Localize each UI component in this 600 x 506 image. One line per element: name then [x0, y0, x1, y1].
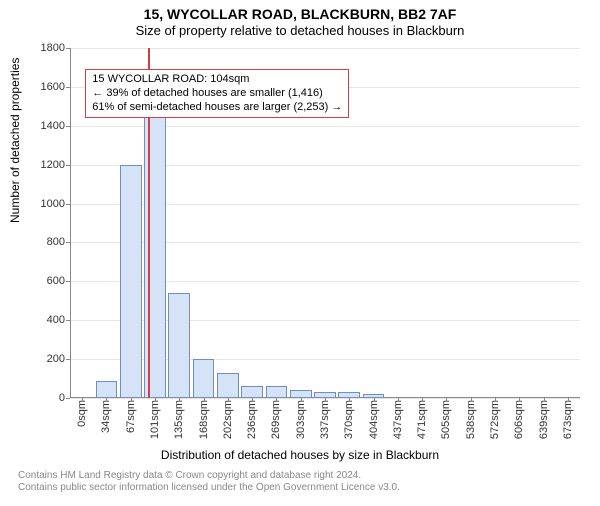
xtick-label: 34sqm: [100, 400, 112, 433]
ytick-label: 1200: [25, 159, 65, 171]
xtick: [82, 398, 83, 402]
footer-line-2: Contains public sector information licen…: [18, 482, 400, 494]
xtick: [544, 398, 545, 402]
xtick-label: 538sqm: [465, 400, 477, 439]
xtick-label: 101sqm: [149, 400, 161, 439]
xtick: [349, 398, 350, 402]
xtick: [228, 398, 229, 402]
ytick-label: 800: [25, 236, 65, 248]
annotation-line: 15 WYCOLLAR ROAD: 104sqm: [92, 73, 342, 87]
xtick: [179, 398, 180, 402]
xtick: [204, 398, 205, 402]
xtick: [276, 398, 277, 402]
xtick-label: 236sqm: [246, 400, 258, 439]
gridline: [70, 48, 580, 49]
annotation-line: ← 39% of detached houses are smaller (1,…: [92, 87, 342, 101]
xtick-label: 337sqm: [319, 400, 331, 439]
xtick-label: 168sqm: [198, 400, 210, 439]
title-sub: Size of property relative to detached ho…: [0, 23, 600, 38]
xtick-label: 202sqm: [222, 400, 234, 439]
histogram-bar: [96, 381, 118, 399]
ytick: [66, 242, 70, 243]
xtick-label: 269sqm: [270, 400, 282, 439]
ytick: [66, 48, 70, 49]
ytick-label: 400: [25, 314, 65, 326]
annotation-line: 61% of semi-detached houses are larger (…: [92, 101, 342, 115]
plot-area: 15 WYCOLLAR ROAD: 104sqm← 39% of detache…: [70, 48, 580, 398]
y-axis-label: Number of detached properties: [8, 58, 22, 223]
ytick: [66, 359, 70, 360]
y-axis-line: [70, 48, 71, 398]
xtick: [252, 398, 253, 402]
ytick: [66, 281, 70, 282]
ytick: [66, 87, 70, 88]
xtick-label: 0sqm: [76, 400, 88, 427]
xtick-label: 505sqm: [440, 400, 452, 439]
xtick: [422, 398, 423, 402]
xtick: [106, 398, 107, 402]
xtick-label: 606sqm: [513, 400, 525, 439]
xtick: [471, 398, 472, 402]
xtick: [519, 398, 520, 402]
xtick: [325, 398, 326, 402]
xtick-label: 404sqm: [368, 400, 380, 439]
footer-line-1: Contains HM Land Registry data © Crown c…: [18, 470, 400, 482]
xtick: [131, 398, 132, 402]
ytick-label: 1600: [25, 81, 65, 93]
xtick-label: 471sqm: [416, 400, 428, 439]
chart-container: 15 WYCOLLAR ROAD: 104sqm← 39% of detache…: [0, 38, 600, 448]
histogram-bar: [120, 165, 142, 398]
xtick-label: 639sqm: [538, 400, 550, 439]
xtick-label: 673sqm: [562, 400, 574, 439]
xtick: [568, 398, 569, 402]
xtick-label: 572sqm: [489, 400, 501, 439]
ytick-label: 1000: [25, 198, 65, 210]
histogram-bar: [193, 359, 215, 398]
ytick: [66, 165, 70, 166]
histogram-bar: [168, 293, 190, 398]
ytick: [66, 126, 70, 127]
ytick-label: 1800: [25, 42, 65, 54]
ytick: [66, 204, 70, 205]
ytick-label: 1400: [25, 120, 65, 132]
xtick-label: 303sqm: [295, 400, 307, 439]
histogram-bar: [266, 386, 288, 398]
xtick: [155, 398, 156, 402]
xtick-label: 67sqm: [125, 400, 137, 433]
xtick: [495, 398, 496, 402]
histogram-bar: [290, 390, 312, 398]
xtick-label: 370sqm: [343, 400, 355, 439]
xtick: [398, 398, 399, 402]
ytick: [66, 320, 70, 321]
ytick-label: 600: [25, 275, 65, 287]
xtick: [374, 398, 375, 402]
histogram-bar: [217, 373, 239, 398]
ytick: [66, 398, 70, 399]
x-axis-label: Distribution of detached houses by size …: [0, 448, 600, 462]
annotation-box: 15 WYCOLLAR ROAD: 104sqm← 39% of detache…: [85, 69, 349, 118]
xtick: [446, 398, 447, 402]
title-main: 15, WYCOLLAR ROAD, BLACKBURN, BB2 7AF: [0, 6, 600, 22]
xtick-label: 135sqm: [173, 400, 185, 439]
footer-attribution: Contains HM Land Registry data © Crown c…: [18, 470, 400, 494]
xtick-label: 437sqm: [392, 400, 404, 439]
ytick-label: 200: [25, 353, 65, 365]
ytick-label: 0: [25, 392, 65, 404]
histogram-bar: [241, 386, 263, 398]
xtick: [301, 398, 302, 402]
